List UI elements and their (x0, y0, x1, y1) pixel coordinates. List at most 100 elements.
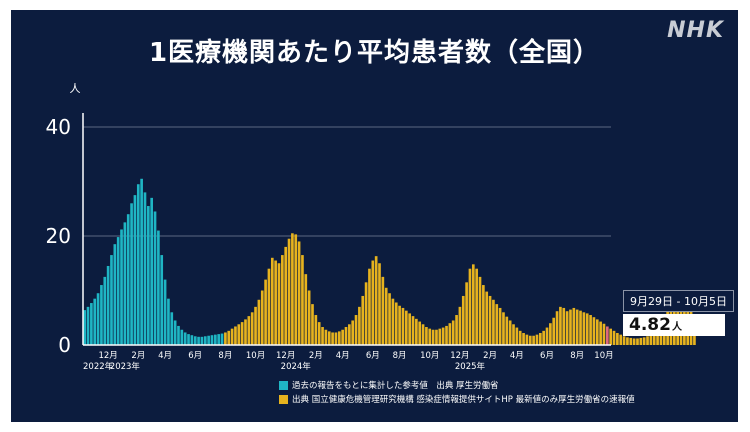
bar (297, 241, 301, 345)
bar (287, 238, 291, 345)
bar (639, 337, 643, 345)
bar (150, 197, 154, 345)
broadcaster-logo: NHK (667, 18, 724, 43)
axes (82, 113, 611, 346)
bar (451, 320, 455, 345)
bar (220, 333, 224, 345)
bar (498, 307, 502, 345)
bar (351, 320, 355, 345)
x-tick-label: 12月 (450, 351, 469, 361)
x-tick-label: 8月 (393, 351, 407, 361)
chart-panel: 1医療機関あたり平均患者数（全国） NHK 0 20 40 人 12月 2月 4月 6月 8月 1… (11, 10, 738, 422)
bar (465, 282, 468, 345)
bar (344, 327, 348, 345)
bar (431, 329, 435, 345)
x-tick-label: 4月 (336, 351, 350, 361)
bar (592, 317, 596, 345)
x-tick-label: 4月 (510, 351, 524, 361)
bar (247, 316, 251, 345)
bar (482, 285, 485, 345)
bar (294, 234, 298, 345)
bar (515, 327, 519, 345)
latest-period-label: 9月29日 - 10月5日 (623, 290, 734, 312)
bar (502, 312, 505, 345)
bar (281, 255, 284, 345)
bar (167, 298, 170, 345)
bar (629, 337, 633, 345)
bar (244, 319, 247, 345)
bar (237, 324, 241, 345)
bar (264, 279, 267, 345)
bar (240, 322, 244, 345)
bar (475, 268, 478, 345)
bar (90, 303, 93, 345)
bar (458, 306, 462, 345)
bar (418, 321, 422, 345)
bar (532, 335, 535, 345)
bar (619, 334, 623, 345)
bar (505, 316, 509, 345)
bar (448, 323, 452, 345)
bar (371, 260, 375, 345)
bar (284, 246, 288, 345)
bar (250, 312, 254, 345)
bar (106, 265, 110, 345)
bar (230, 328, 234, 345)
x-tick-label: 8月 (218, 351, 232, 361)
bar (173, 320, 177, 345)
bar (572, 307, 576, 345)
bar (656, 327, 659, 345)
bar (589, 315, 592, 345)
bar (525, 334, 529, 345)
bar (103, 276, 107, 345)
bar (314, 315, 318, 345)
bar (120, 229, 123, 345)
bar (599, 321, 602, 345)
bar (401, 307, 405, 345)
bar (354, 315, 358, 345)
bar (562, 307, 566, 345)
x-tick-label: 8月 (570, 351, 584, 361)
bar (542, 330, 545, 345)
bar (197, 336, 200, 345)
bar (649, 334, 653, 345)
bar (337, 331, 341, 345)
bar (126, 214, 130, 345)
bar (317, 322, 321, 345)
latest-value-box: 4.82人 (623, 314, 725, 336)
x-tick-label: 2月 (131, 351, 145, 361)
y-tick-label: 0 (58, 333, 71, 357)
bar (368, 268, 371, 345)
bar (636, 338, 639, 345)
bar (327, 331, 331, 345)
x-year-label: 2025年 (455, 361, 486, 372)
bar (652, 331, 656, 345)
bar (545, 327, 549, 345)
bar (595, 319, 599, 345)
bar (254, 306, 257, 345)
bar (605, 326, 609, 345)
legend-swatch-current (279, 394, 288, 404)
bar (210, 335, 214, 345)
x-tick-label: 4月 (158, 351, 172, 361)
bar (214, 334, 217, 345)
bar (388, 293, 391, 345)
legend-label-past: 過去の報告をもとに集計した参考値 出典 厚生労働省 (292, 381, 499, 391)
bar (646, 336, 649, 345)
bar (421, 324, 425, 345)
bar (616, 333, 619, 345)
bar (227, 330, 231, 345)
bar (123, 222, 127, 345)
bar (334, 332, 338, 345)
bar (224, 332, 227, 345)
bar (609, 328, 613, 345)
bar (512, 324, 515, 345)
bar (143, 192, 147, 345)
x-year-label: 2024年 (281, 361, 312, 372)
bar (391, 298, 395, 345)
bar (455, 315, 458, 345)
y-axis-unit: 人 (70, 82, 81, 95)
chart-title: 1医療機関あたり平均患者数（全国） (148, 38, 601, 68)
x-tick-label: 12月 (276, 351, 295, 361)
bar (234, 326, 237, 345)
